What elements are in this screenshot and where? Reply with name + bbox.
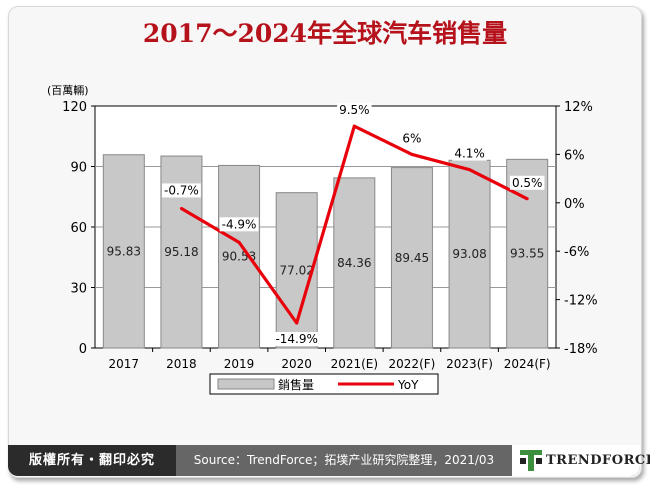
bar-2021(E) xyxy=(333,177,376,349)
legend-label-bar: 銷售量 xyxy=(278,377,314,392)
bar-2023(F) xyxy=(448,159,491,349)
right-axis-tick-label: 12% xyxy=(564,100,593,115)
source-note: Source：TrendForce；拓墣产业研究院整理，2021/03 xyxy=(176,445,512,476)
chart-title: 2017～2024年全球汽车销售量 xyxy=(142,19,508,48)
yoy-point xyxy=(410,152,414,156)
right-axis-tick-label: -12% xyxy=(564,294,598,309)
legend-swatch-bar xyxy=(217,378,275,390)
x-tick-label: 2019 xyxy=(224,357,255,371)
yoy-value-label: 9.5% xyxy=(339,103,370,117)
left-axis-tick-label: 120 xyxy=(62,100,87,115)
yoy-value-label: 0.5% xyxy=(512,176,543,190)
bar-value-label: 93.08 xyxy=(452,247,486,261)
x-tick-label: 2021(E) xyxy=(331,357,378,371)
x-tick-label: 2018 xyxy=(166,357,197,371)
x-tick-label: 2022(F) xyxy=(389,357,436,371)
bar-value-label: 95.18 xyxy=(164,245,198,259)
yoy-point xyxy=(295,321,299,325)
yoy-value-label: -0.7% xyxy=(164,183,199,197)
yoy-point xyxy=(179,206,183,210)
right-axis-tick-label: 0% xyxy=(564,197,585,212)
yoy-point xyxy=(237,240,241,244)
right-axis-tick-label: 6% xyxy=(564,148,585,163)
bar-2019 xyxy=(218,164,261,349)
yoy-label-bg xyxy=(273,331,320,346)
left-axis-tick-label: 0 xyxy=(79,342,87,357)
bar-value-label: 95.83 xyxy=(107,244,141,258)
left-axis-tick-label: 60 xyxy=(70,221,87,236)
x-tick-label: 2023(F) xyxy=(446,357,493,371)
bar-value-label: 84.36 xyxy=(337,256,371,270)
yoy-label-bg xyxy=(400,131,424,146)
bar-2017 xyxy=(102,154,145,349)
right-axis-tick-label: -18% xyxy=(564,342,598,357)
bar-series xyxy=(102,154,549,349)
yoy-label-bg xyxy=(452,146,487,161)
yoy-label-bg xyxy=(509,175,545,190)
x-tick-label: 2017 xyxy=(109,357,140,371)
yoy-value-label: 4.1% xyxy=(454,147,485,161)
footer-bar: 版權所有・翻印必究 Source：TrendForce；拓墣产业研究院整理，20… xyxy=(8,445,650,476)
y-axis-label: (百萬輛) xyxy=(47,83,89,97)
x-tick-label: 2024(F) xyxy=(504,357,551,371)
trendforce-logo: TRENDFORCE xyxy=(512,445,650,476)
right-axis-tick-label: -6% xyxy=(564,245,589,260)
yoy-label-bg xyxy=(219,217,259,232)
left-axis-tick-label: 90 xyxy=(70,161,87,176)
bar-value-label: 93.55 xyxy=(510,247,544,261)
yoy-label-bg xyxy=(162,183,201,198)
yoy-label-bg xyxy=(337,103,372,118)
axes: 0 30 60 90 120 -18% -12% -6% 0% 6% 12% (百萬輛) 2017 201… xyxy=(47,83,598,371)
yoy-value-label: 6% xyxy=(402,131,421,145)
yoy-point xyxy=(352,124,356,128)
x-tick-label: 2020 xyxy=(281,357,312,371)
brand-name: TRENDFORCE xyxy=(546,453,650,468)
legend-label-line: YoY xyxy=(397,378,419,392)
yoy-value-label: -14.9% xyxy=(275,332,317,346)
copyright-notice: 版權所有・翻印必究 xyxy=(28,453,155,468)
yoy-point xyxy=(468,168,472,172)
left-axis-tick-label: 30 xyxy=(70,282,87,297)
yoy-line-series xyxy=(179,124,529,325)
legend: 銷售量 YoY xyxy=(209,373,439,395)
bar-2022(F) xyxy=(390,167,433,349)
yoy-value-labels: -0.7% -4.9% -14.9% 9.5% 6% 4.1% 0.5% xyxy=(162,103,545,346)
bar-value-label: 77.02 xyxy=(280,263,314,277)
yoy-point xyxy=(525,197,529,201)
yoy-value-label: -4.9% xyxy=(222,217,257,231)
trendforce-mark-icon xyxy=(520,450,542,471)
bar-value-label: 89.45 xyxy=(395,251,429,265)
